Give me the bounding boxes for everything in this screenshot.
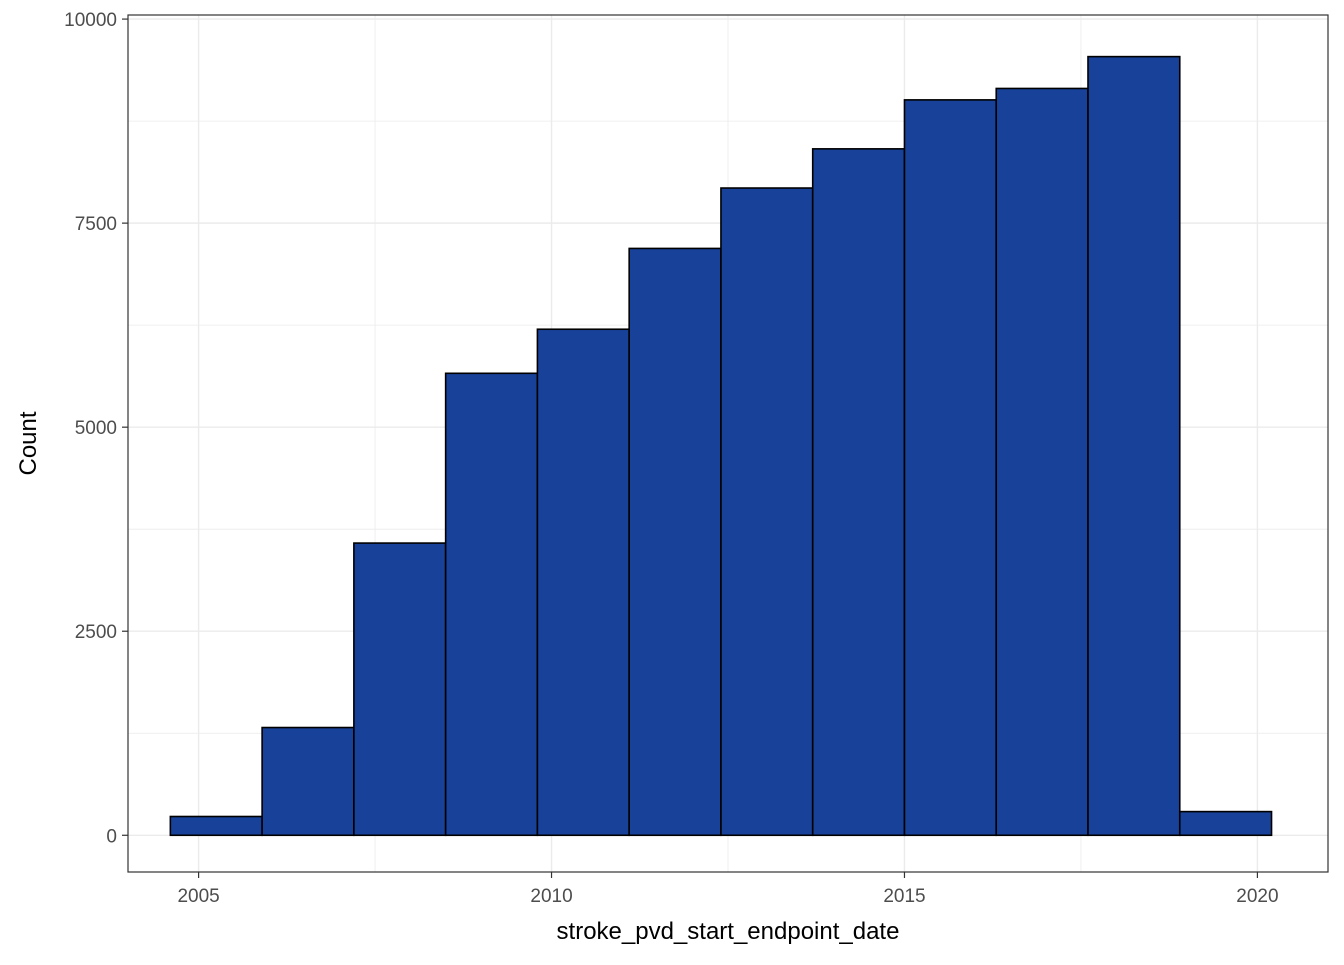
histogram-bar [169, 815, 263, 837]
x-tick-label: 2015 [883, 886, 925, 907]
histogram-bar [628, 247, 722, 837]
y-tick-label: 7500 [75, 214, 117, 235]
y-tick-label: 0 [106, 826, 117, 847]
histogram-bar [1087, 55, 1181, 837]
histogram-bar [1178, 810, 1273, 837]
histogram-bars [169, 55, 1273, 837]
histogram-bar [536, 328, 630, 837]
histogram-bar [720, 187, 814, 837]
y-tick-label: 5000 [75, 418, 117, 439]
histogram-bar [444, 372, 539, 837]
histogram-bar [903, 99, 998, 837]
x-tick-label: 2010 [530, 886, 572, 907]
y-tick-label: 2500 [75, 622, 117, 643]
x-tick-label: 2005 [177, 886, 219, 907]
histogram-bar [811, 148, 906, 837]
histogram-bar [261, 726, 355, 837]
axis-ticks: 2005 2010 2015 2020 0 2500 5000 7500 10000 [64, 10, 1278, 907]
histogram-bar [995, 87, 1089, 837]
y-axis-title: Count [15, 411, 42, 475]
histogram-bar [353, 542, 447, 837]
y-tick-label: 10000 [64, 10, 117, 31]
x-tick-label: 2020 [1236, 886, 1278, 907]
panel-border [127, 14, 1329, 873]
x-axis-title: stroke_pvd_start_endpoint_date [557, 918, 900, 945]
